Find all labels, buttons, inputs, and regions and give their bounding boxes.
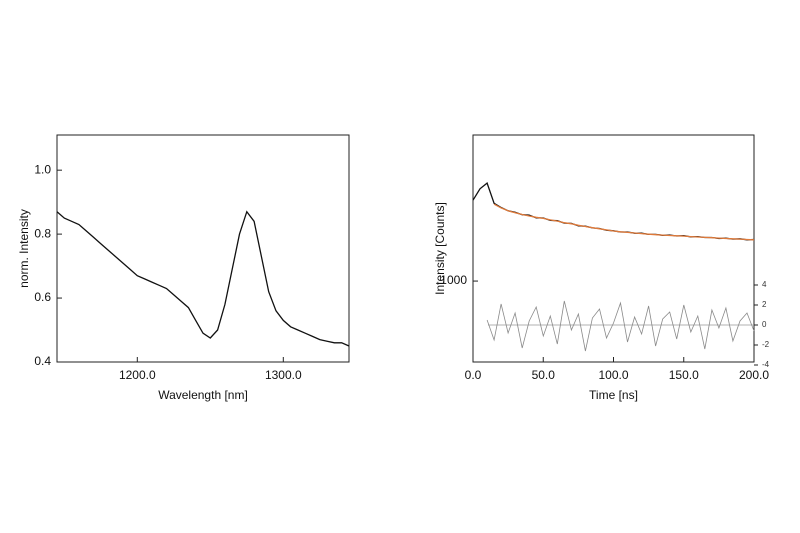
y-tick-label: 0.4	[34, 354, 51, 368]
y2-tick-label: 0	[762, 320, 767, 329]
series-line	[493, 203, 755, 241]
x-tick-label: 1300.0	[265, 368, 302, 382]
plot-frame	[472, 134, 755, 363]
series-line	[56, 210, 350, 347]
y-axis-label: norm. Intensity	[17, 209, 31, 288]
x-axis-label: Time [ns]	[589, 388, 638, 402]
x-tick-label: 50.0	[532, 368, 556, 382]
y-axis-label: Intensity [Counts]	[433, 202, 447, 295]
x-tick-label: 200.0	[739, 368, 769, 382]
y-tick-label: 0.6	[34, 290, 51, 304]
x-tick-label: 1200.0	[119, 368, 156, 382]
y2-tick-label: 2	[762, 300, 767, 309]
series-line	[486, 300, 755, 352]
x-tick-label: 0.0	[465, 368, 482, 382]
x-tick-label: 150.0	[669, 368, 699, 382]
y-tick-label: 0.8	[34, 226, 51, 240]
y-tick-label: 1000	[440, 273, 467, 287]
x-axis-label: Wavelength [nm]	[158, 388, 248, 402]
y2-tick-label: 4	[762, 280, 767, 289]
y2-tick-label: -2	[762, 340, 770, 349]
x-tick-label: 100.0	[598, 368, 628, 382]
y2-tick-label: -4	[762, 360, 770, 369]
plot-frame	[56, 134, 350, 363]
y-tick-label: 1.0	[34, 162, 51, 176]
